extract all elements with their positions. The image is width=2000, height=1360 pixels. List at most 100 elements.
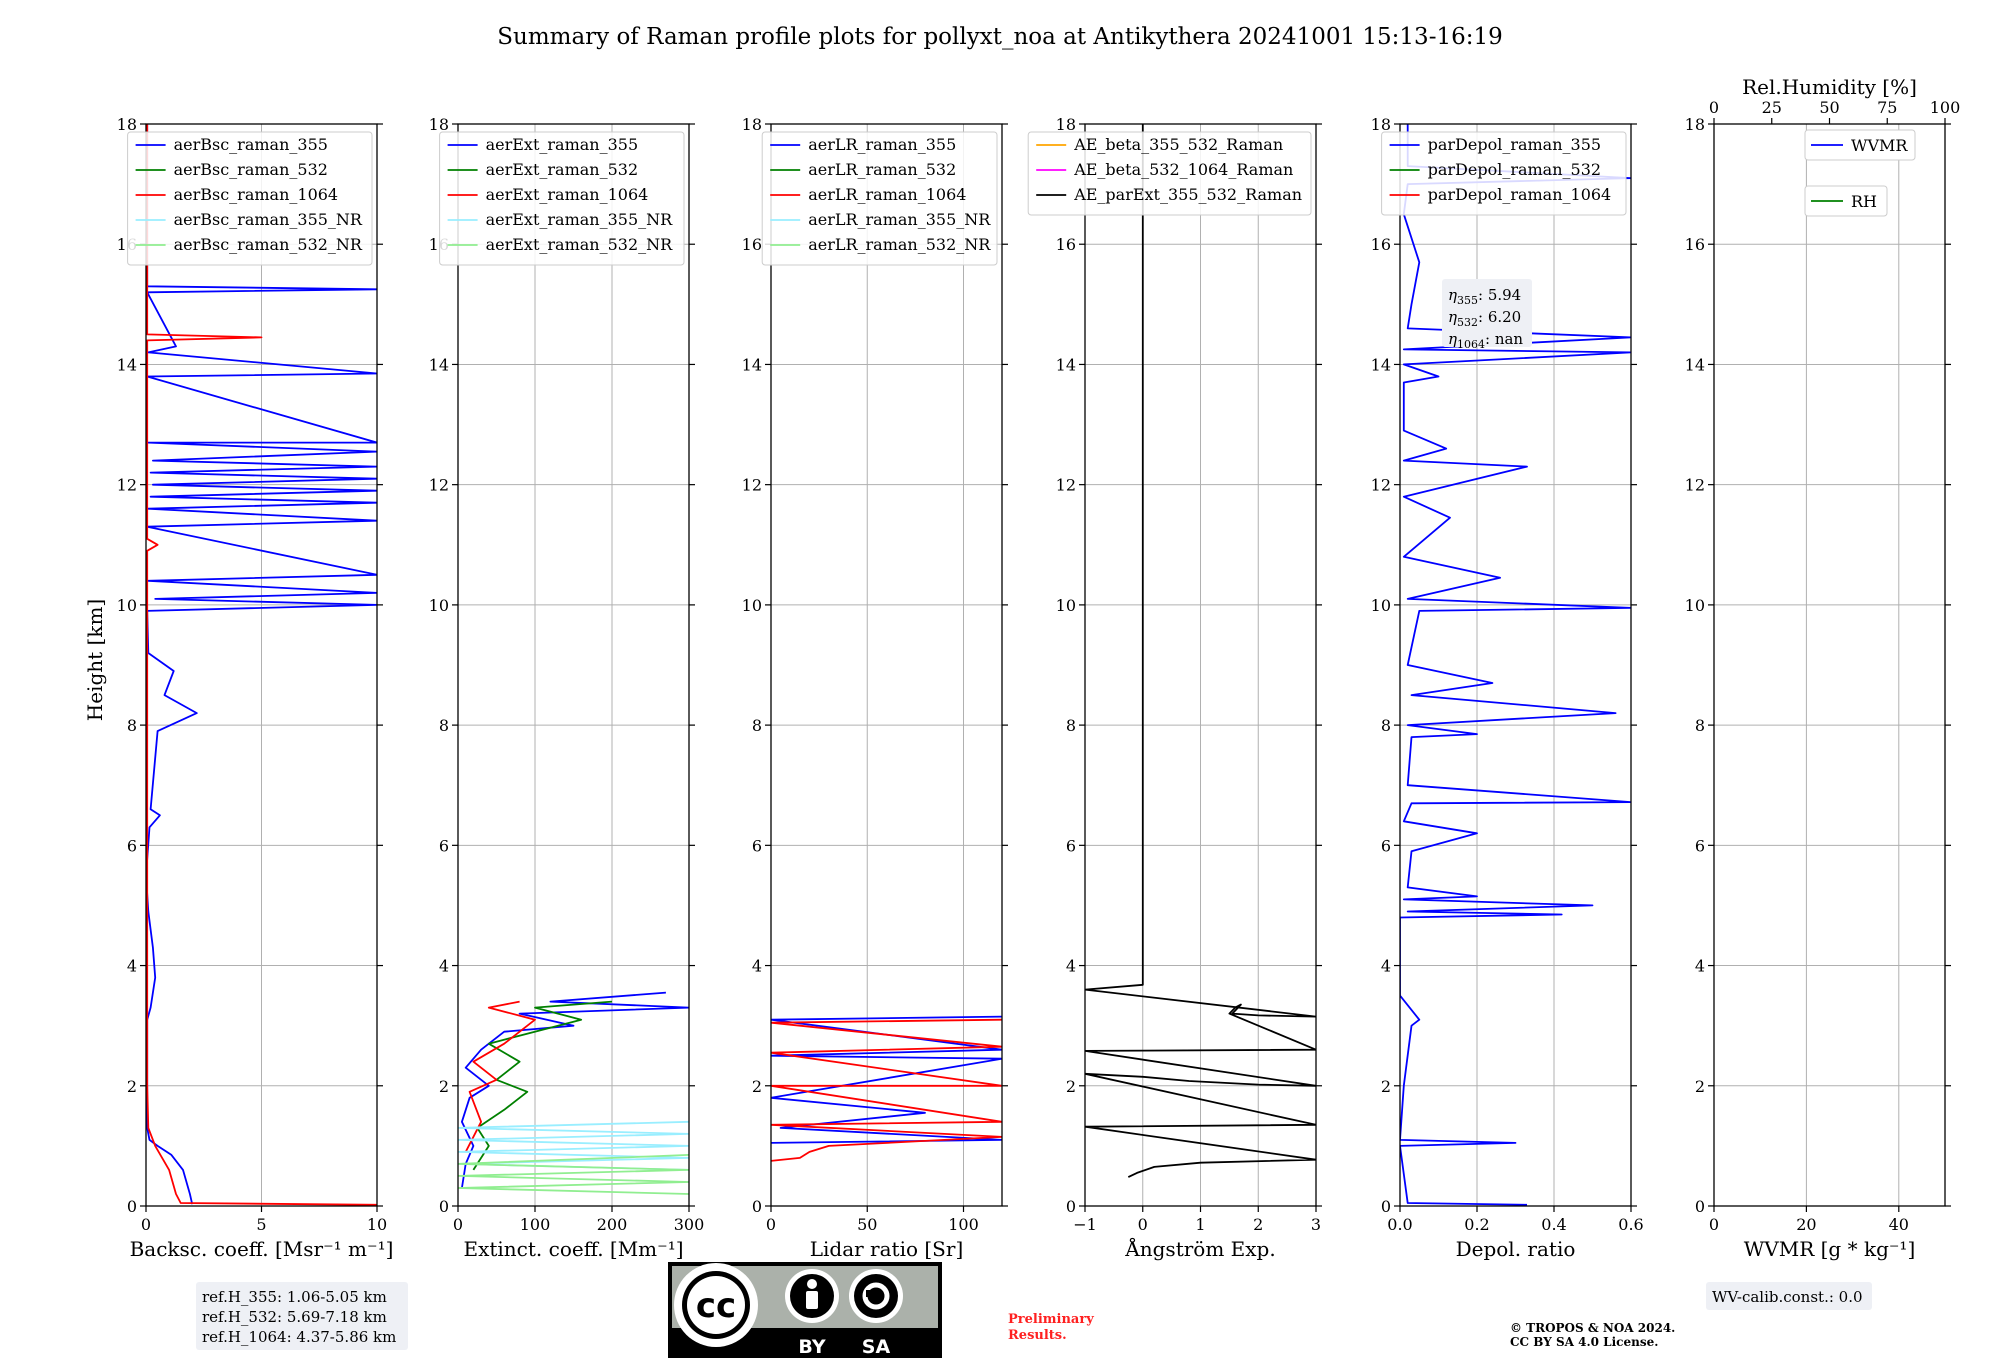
y-tick-label: 4	[1381, 957, 1391, 976]
eta-symbol: η	[1448, 330, 1457, 348]
y-tick-label: 10	[1685, 596, 1705, 615]
sa-icon-arrow	[862, 1282, 890, 1310]
eta-value: : nan	[1485, 330, 1523, 348]
sa-label: SA	[862, 1336, 891, 1358]
x2-tick-label: 75	[1877, 98, 1897, 117]
series-aerExt_raman_355_NR	[458, 1120, 689, 1171]
x2-tick-label: 0	[1709, 98, 1719, 117]
y-tick-label: 0	[127, 1197, 137, 1216]
ref-height-355: ref.H_355: 1.06-5.05 km	[202, 1288, 387, 1306]
legend-box	[439, 131, 685, 266]
y-tick-label: 4	[752, 957, 762, 976]
legend-entry: aerExt_raman_355	[486, 135, 639, 154]
legend-box	[1804, 185, 1888, 217]
y-tick-label: 6	[1381, 836, 1391, 855]
y-tick-label: 8	[1066, 716, 1076, 735]
series-group	[1400, 124, 1631, 1206]
eta-value: : 5.94	[1478, 286, 1521, 304]
eta-box	[1442, 279, 1532, 347]
y-tick-label: 18	[742, 115, 762, 134]
legend: parDepol_raman_355 parDepol_raman_532 parD…	[1381, 131, 1627, 216]
eta-subscript: 532	[1457, 316, 1478, 329]
sa-icon-disc	[854, 1274, 898, 1318]
by-icon-head	[807, 1279, 817, 1289]
ref-height-532: ref.H_532: 5.69-7.18 km	[202, 1308, 387, 1326]
y-tick-label: 6	[752, 836, 762, 855]
legend-entry: aerLR_raman_1064	[808, 185, 966, 204]
cc-logo-text: cc	[696, 1286, 736, 1326]
legend-entry: aerExt_raman_532_NR	[486, 235, 674, 254]
legend-entry: aerBsc_raman_1064	[174, 185, 339, 204]
series-aerBsc_raman_1064	[146, 124, 377, 1206]
y-tick-label: 10	[742, 596, 762, 615]
y-tick-label: 12	[742, 476, 762, 495]
panel-3: 0 2 4 6 8 10 12 14 16 18 0 50 100 Lidar ratio [Sr] aer…	[742, 115, 1008, 1261]
y-tick-label: 0	[1066, 1197, 1076, 1216]
y-tick-label: 10	[1371, 596, 1391, 615]
preliminary-note: Preliminary Results.	[1008, 1312, 1094, 1343]
x-tick-label: 100	[948, 1215, 979, 1234]
figure-title: Summary of Raman profile plots for polly…	[497, 24, 1503, 50]
y-tick-label: 18	[429, 115, 449, 134]
legend-entry: parDepol_raman_1064	[1428, 185, 1612, 204]
y-tick-label: 2	[1381, 1077, 1391, 1096]
y-tick-label: 14	[429, 355, 449, 374]
series-group	[771, 1015, 1002, 1162]
legend-entry: aerBsc_raman_355	[174, 135, 328, 154]
legend-entry: AE_parExt_355_532_Raman	[1073, 185, 1302, 204]
series-aerExt_raman_1064	[464, 1000, 536, 1153]
by-label: BY	[798, 1336, 825, 1358]
x-tick-label: 0	[1138, 1215, 1148, 1234]
y-tick-label: 12	[1685, 476, 1705, 495]
x-tick-label: 0.6	[1618, 1215, 1643, 1234]
x-tick-label: 0.0	[1387, 1215, 1412, 1234]
y-tick-label: 0	[1695, 1197, 1705, 1216]
legend-entry: parDepol_raman_532	[1428, 160, 1601, 179]
preliminary-line-1: Preliminary	[1008, 1312, 1094, 1327]
x-tick-label: 0	[141, 1215, 151, 1234]
legend-entry: aerLR_raman_355	[808, 135, 956, 154]
x-tick-label: 0	[453, 1215, 463, 1234]
y-tick-label: 10	[429, 596, 449, 615]
y-tick-label: 2	[439, 1077, 449, 1096]
eta-symbol: η	[1448, 286, 1457, 304]
legend-entry: aerExt_raman_355_NR	[486, 210, 674, 229]
legend-entry: aerExt_raman_1064	[486, 185, 649, 204]
legend-entry: AE_beta_355_532_Raman	[1073, 135, 1283, 154]
x-axis-label: Ångström Exp.	[1124, 1236, 1275, 1261]
x-tick-label: 40	[1889, 1215, 1909, 1234]
x-tick-label: 0	[766, 1215, 776, 1234]
x-tick-label: 10	[367, 1215, 387, 1234]
y-tick-label: 18	[1056, 115, 1076, 134]
y-tick-label: 12	[1056, 476, 1076, 495]
y-tick-label: 4	[1066, 957, 1076, 976]
legend-box	[1381, 131, 1627, 216]
legend-box	[1804, 129, 1916, 161]
license-badge: cc BY SA	[668, 1262, 942, 1358]
y-tick-label: 4	[127, 957, 137, 976]
series-parDepol_raman_355	[1400, 124, 1631, 1206]
ref-height-1064: ref.H_1064: 4.37-5.86 km	[202, 1328, 396, 1346]
y-tick-label: 8	[1695, 716, 1705, 735]
by-icon-body	[806, 1291, 818, 1309]
series-group	[458, 991, 689, 1195]
legend-entry: RH	[1851, 192, 1877, 211]
copyright-line-1: © TROPOS & NOA 2024.	[1510, 1321, 1675, 1335]
y-tick-label: 4	[1695, 957, 1705, 976]
y-tick-label: 6	[1066, 836, 1076, 855]
x2-tick-label: 100	[1930, 98, 1961, 117]
eta-value: : 6.20	[1478, 308, 1521, 326]
x-tick-label: 0.2	[1464, 1215, 1489, 1234]
y-tick-label: 12	[1371, 476, 1391, 495]
x-tick-label: 20	[1796, 1215, 1816, 1234]
y-tick-label: 16	[1685, 235, 1705, 254]
y-tick-label: 0	[439, 1197, 449, 1216]
x-axis-label: WVMR [g * kg⁻¹]	[1744, 1237, 1916, 1261]
axes-frame	[770, 123, 1003, 1207]
x-tick-label: 50	[857, 1215, 877, 1234]
cc-inner	[687, 1276, 745, 1334]
y-axis-label: Height [km]	[83, 599, 107, 721]
y-tick-label: 8	[752, 716, 762, 735]
